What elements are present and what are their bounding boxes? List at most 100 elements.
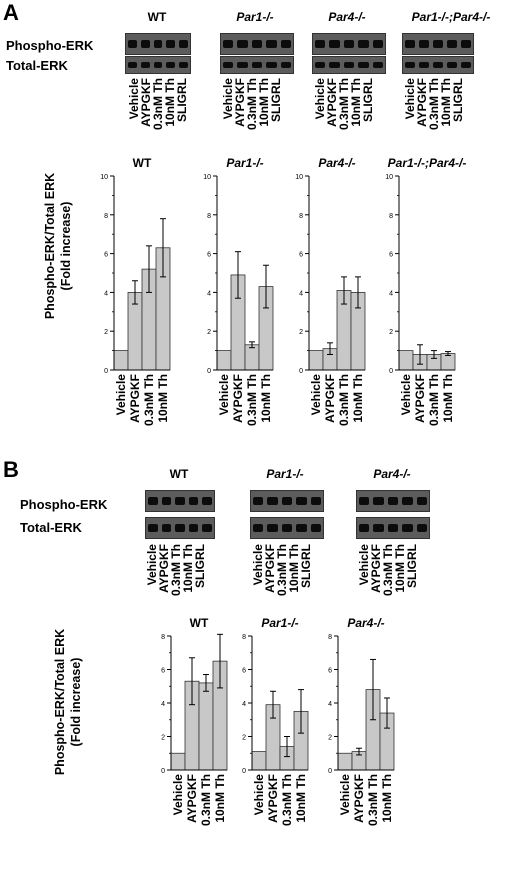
y-tick-label: 8 [328,634,332,641]
blot-b-wt-total [145,517,215,539]
blot-b-par1-total [250,517,324,539]
x-category-label: AYPGKF [413,374,427,423]
x-category-label: 10nM Th [380,774,394,823]
panel-a-genotype-wt: WT [147,10,167,24]
y-tick-label: 6 [328,668,332,675]
y-tick-label: 0 [242,768,246,775]
y-tick-label: 6 [161,668,165,675]
panel-b-genotype-wt: WT [169,467,189,481]
blot-band [447,62,457,68]
blot-a-double-total [402,56,474,74]
blot-band [175,524,185,532]
blot-band [128,62,137,68]
blot-band [153,40,163,48]
x-category-label: AYPGKF [266,774,280,823]
blot-band [202,497,212,505]
y-tick-label: 4 [328,701,332,708]
panel-b-total-label: Total-ERK [20,520,82,535]
blot-b-par4-phospho [356,490,430,512]
blot-band [329,40,340,48]
x-category-label: Vehicle [309,374,323,416]
bar [440,353,456,371]
blot-band [237,62,248,68]
blot-b-par1-phospho [250,490,324,512]
blot-band [267,524,278,532]
blot-band [416,497,427,505]
blot-band [179,62,188,68]
blot-a-par4-total [312,56,386,74]
y-tick-label: 8 [389,213,393,220]
chart-6: Par4-/- 0 2 4 6 8 Vehicle AYPGKF 0.3nM Th 10nM Th [328,616,395,826]
x-category-label: 10nM Th [213,774,227,823]
panel-a-genotype-par4: Par4-/- [328,10,366,24]
blot-band [310,524,321,532]
blot-band [343,40,355,48]
blot-b-wt-phospho [145,490,215,512]
y-tick-label: 10 [385,174,393,181]
blot-band [166,62,176,68]
blot-band [280,40,291,48]
blot-band [140,62,150,68]
chart-1: Par1-/- 0 2 4 6 8 10 Vehicle AYPGKF 0.3nM Th 10nM … [203,156,274,426]
x-category-label: 0.3nM Th [142,374,156,426]
blot-band [237,40,248,48]
chart-title: Par1-/- [226,156,263,170]
blot-band [251,40,263,48]
blot-band [202,524,212,532]
y-tick-label: 2 [389,329,393,336]
blot-band [267,497,278,505]
y-tick-label: 4 [389,290,393,297]
blot-a-double-phospho [402,33,474,55]
x-category-label: 10nM Th [351,374,365,423]
y-tick-label: 10 [203,174,211,181]
x-category-label: AYPGKF [323,374,337,423]
x-category-label: Vehicle [217,374,231,416]
bar [170,752,186,771]
y-tick-label: 6 [389,252,393,259]
blot-a-wt-phospho [125,33,191,55]
y-tick-label: 8 [299,213,303,220]
blot-band [405,62,415,68]
x-category-label: Vehicle [171,774,185,816]
chart-title: WT [133,156,152,170]
y-tick-label: 6 [242,668,246,675]
y-tick-label: 10 [100,174,108,181]
chart-title: Par1-/-;Par4-/- [388,156,467,170]
y-tick-label: 2 [104,329,108,336]
y-tick-label: 2 [161,735,165,742]
blot-band [253,497,264,505]
blot-band [343,62,355,68]
blot-a-par4-phospho [312,33,386,55]
blot-band [281,497,293,505]
blot-b-par4-total [356,517,430,539]
panel-b-letter: B [3,457,19,482]
blot-band [280,62,291,68]
blot-band [387,497,399,505]
x-category-label: AYPGKF [352,774,366,823]
blot-a-wt-total [125,56,191,74]
blot-band [148,524,158,532]
y-tick-label: 6 [299,252,303,259]
y-tick-label: 2 [242,735,246,742]
blot-band [148,497,158,505]
x-category-label: AYPGKF [128,374,142,423]
bar [251,751,267,771]
blot-band [310,497,321,505]
y-tick-label: 2 [207,329,211,336]
blot-band [188,497,199,505]
bar [308,350,324,371]
blot-band [140,40,150,48]
blot-band [358,62,369,68]
blot-band [461,62,471,68]
blot-band [419,40,429,48]
panel-a-genotype-par1: Par1-/- [236,10,274,24]
x-category-label: Vehicle [338,774,352,816]
y-tick-label: 0 [161,768,165,775]
chart-2: Par4-/- 0 2 4 6 8 10 Vehicle AYPGKF 0.3nM Th 10nM … [295,156,366,426]
chart-title: Par4-/- [318,156,355,170]
x-category-label: Vehicle [399,374,413,416]
y-tick-label: 4 [242,701,246,708]
chart-title: Par1-/- [261,616,298,630]
blot-band [153,62,163,68]
